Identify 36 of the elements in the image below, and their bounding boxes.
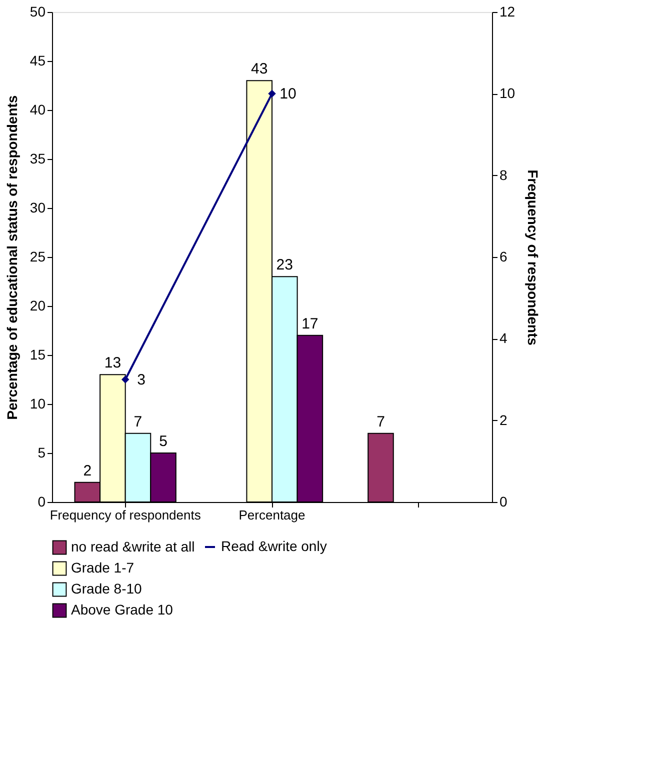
y-tick-label: 10	[30, 396, 46, 412]
data-label: 3	[137, 372, 146, 388]
legend-label: Read &write only	[221, 538, 327, 554]
data-label: 2	[83, 462, 92, 480]
y-tick-label: 50	[30, 4, 46, 20]
legend-label: Grade 8-10	[71, 580, 142, 596]
y-tick-label: 35	[30, 150, 46, 166]
y2-tick-label: 12	[500, 4, 516, 20]
data-label: 13	[104, 354, 122, 372]
y2-tick-label: 4	[500, 330, 508, 346]
y2-tick-label: 10	[500, 85, 516, 102]
data-label: 17	[302, 315, 318, 332]
data-label: 23	[276, 256, 293, 274]
y-tick-label: 40	[30, 102, 46, 118]
y2-tick-label: 2	[500, 412, 508, 428]
y-tick-label: 15	[30, 346, 46, 362]
data-label: 5	[159, 433, 168, 450]
y2-tick-label: 6	[500, 248, 508, 264]
data-label: 7	[134, 413, 142, 430]
y-axis-title: Percentage of educational status of respondents	[4, 95, 20, 420]
legend-label: no read &write at all	[71, 538, 195, 554]
y2-axis-title: Frequency of respondents	[525, 170, 542, 346]
y-tick-label: 0	[38, 494, 46, 510]
data-label: 7	[376, 413, 385, 430]
y-tick-label: 45	[30, 52, 46, 68]
legend-label: Above Grade 10	[71, 602, 174, 618]
x-tick-label: Percentage	[238, 508, 306, 522]
y-tick-label: 25	[30, 248, 46, 264]
y2-tick-label: 8	[500, 166, 508, 183]
data-label: 43	[251, 60, 268, 78]
y2-tick-label: 0	[500, 494, 508, 510]
data-label: 10	[280, 86, 296, 103]
y-tick-label: 5	[38, 444, 46, 460]
y-tick-label: 30	[30, 200, 46, 216]
y-tick-label: 20	[30, 298, 46, 314]
legend-label: Grade 1-7	[71, 560, 134, 576]
